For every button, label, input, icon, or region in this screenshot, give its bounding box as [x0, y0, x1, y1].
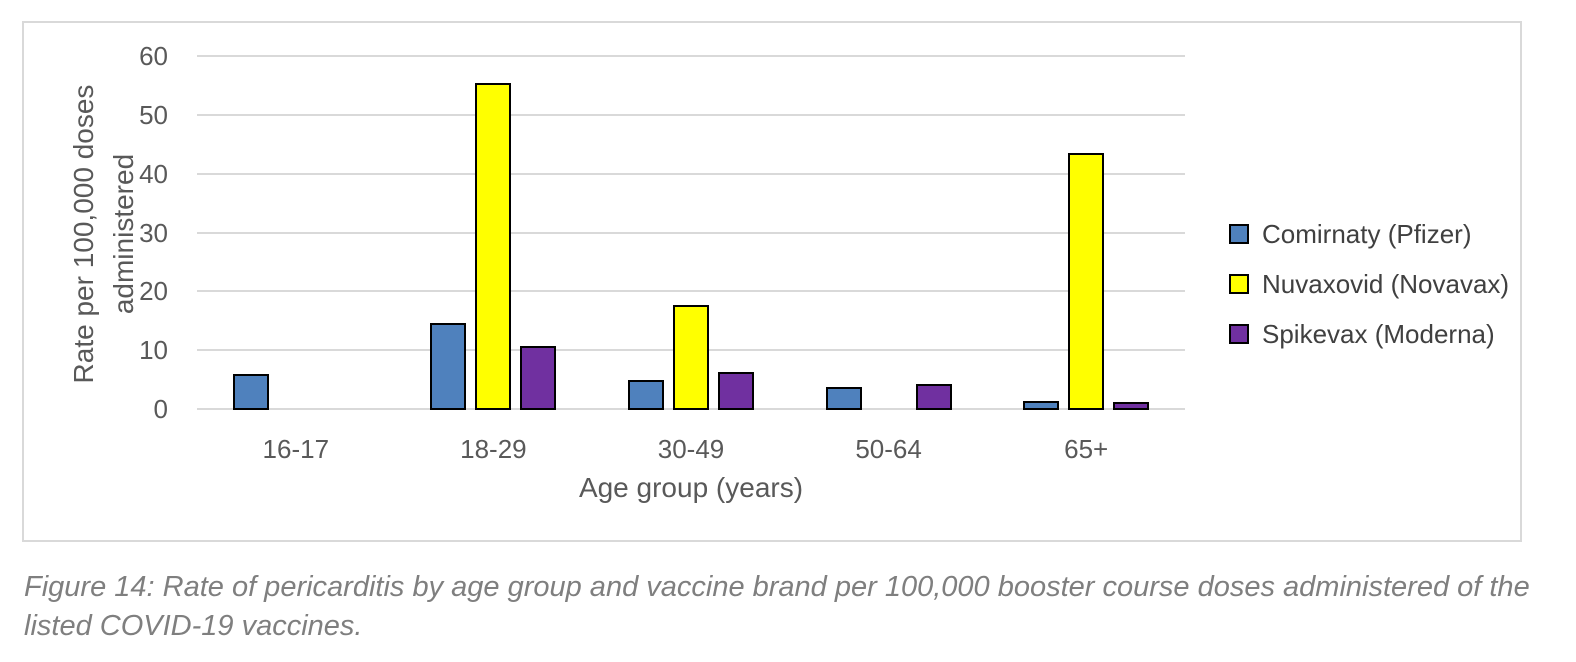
- y-tick-label-10: 10: [139, 335, 168, 366]
- legend-marker-comirnaty-pfizer: [1229, 224, 1249, 244]
- x-tick-label-65: 65+: [1064, 434, 1109, 464]
- bar-comirnaty-pfizer-16-17: [233, 374, 269, 410]
- bar-spikevax-moderna-50-64: [916, 384, 952, 410]
- y-axis-title-line2: administered: [108, 153, 139, 315]
- legend-label-nuvaxovid-novavax: Nuvaxovid (Novavax): [1262, 268, 1510, 299]
- legend-label-comirnaty-pfizer: Comirnaty (Pfizer): [1262, 218, 1472, 249]
- bar-comirnaty-pfizer-65: [1023, 401, 1059, 410]
- bar-nuvaxovid-novavax-18-29: [475, 83, 511, 410]
- plot-area: 0 10 20 30 40 50 60 16-17 18-29 30-49 50-64 65+: [24, 23, 1520, 540]
- y-tick-label-50: 50: [139, 99, 168, 130]
- y-tick-label-40: 40: [139, 158, 168, 189]
- gridline-50: [197, 113, 1185, 116]
- legend: Comirnaty (Pfizer) Nuvaxovid (Novavax) Spi…: [1229, 209, 1509, 359]
- bar-comirnaty-pfizer-18-29: [430, 323, 466, 410]
- gridline-30: [197, 231, 1185, 234]
- bar-spikevax-moderna-18-29: [520, 346, 556, 410]
- y-axis-title: Rate per 100,000 doses administered: [64, 84, 144, 384]
- x-tick-label-16-17: 16-17: [262, 434, 330, 464]
- legend-label-spikevax-moderna: Spikevax (Moderna): [1262, 318, 1495, 349]
- bar-comirnaty-pfizer-50-64: [826, 387, 862, 410]
- bar-spikevax-moderna-65: [1113, 402, 1149, 410]
- bar-nuvaxovid-novavax-65: [1068, 153, 1104, 410]
- x-axis-title: Age group (years): [578, 472, 804, 503]
- bar-nuvaxovid-novavax-30-49: [673, 305, 709, 410]
- y-tick-label-30: 30: [139, 217, 168, 248]
- legend-marker-nuvaxovid-novavax: [1229, 274, 1249, 294]
- y-tick-label-0: 0: [153, 394, 168, 424]
- legend-item-nuvaxovid-novavax: Nuvaxovid (Novavax): [1229, 259, 1509, 309]
- y-tick-label-60: 60: [139, 41, 168, 71]
- y-tick-label-20: 20: [139, 276, 168, 307]
- legend-item-spikevax-moderna: Spikevax (Moderna): [1229, 309, 1509, 359]
- bar-comirnaty-pfizer-30-49: [628, 380, 664, 410]
- gridline-60: [197, 55, 1185, 57]
- bar-spikevax-moderna-30-49: [718, 372, 754, 410]
- gridline-40: [197, 172, 1185, 175]
- x-tick-label-30-49: 30-49: [657, 434, 725, 464]
- y-axis-title-line1: Rate per 100,000 doses: [68, 84, 99, 384]
- gridline-20: [197, 290, 1185, 293]
- legend-marker-spikevax-moderna: [1229, 324, 1249, 344]
- legend-item-comirnaty-pfizer: Comirnaty (Pfizer): [1229, 209, 1509, 259]
- figure-caption: Figure 14: Rate of pericarditis by age g…: [24, 571, 1530, 642]
- x-tick-label-50-64: 50-64: [855, 434, 922, 464]
- x-tick-label-18-29: 18-29: [460, 434, 527, 464]
- chart-panel: 0 10 20 30 40 50 60 16-17 18-29 30-49 50-64 65+ Rat…: [22, 21, 1522, 542]
